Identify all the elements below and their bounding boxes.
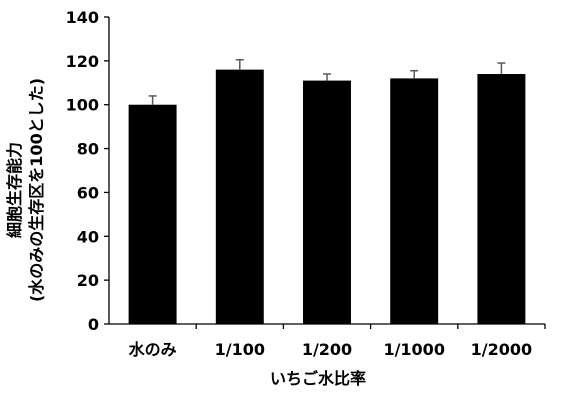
y-tick-label: 100 xyxy=(66,96,99,115)
x-tick-label: 1/100 xyxy=(215,340,265,359)
y-tick-label: 0 xyxy=(88,315,99,334)
axes xyxy=(108,17,546,329)
y-tick-label: 20 xyxy=(77,271,99,290)
bar xyxy=(303,80,351,324)
x-tick-label: 1/1000 xyxy=(383,340,445,359)
x-tick-labels: 水のみ 1/100 1/200 1/1000 1/2000 xyxy=(129,340,533,359)
y-tick-label: 60 xyxy=(77,183,99,202)
y-tick-label: 120 xyxy=(66,52,99,71)
bars xyxy=(128,69,526,325)
y-axis-title-line2: (水のみの生存区を100とした) xyxy=(27,78,46,302)
y-tick-label: 80 xyxy=(77,140,99,159)
bar xyxy=(477,74,526,324)
x-tick-label: 1/2000 xyxy=(471,340,533,359)
x-axis-title: いちご水比率 xyxy=(270,369,366,388)
y-axis-title-line1: 細胞生存能力 xyxy=(5,142,24,238)
x-tick-label: 水のみ xyxy=(129,340,177,359)
y-axis-title: 細胞生存能力 (水のみの生存区を100とした) xyxy=(5,78,46,302)
bar xyxy=(128,104,177,324)
y-tick-label: 40 xyxy=(77,227,99,246)
y-axis-ticks: 0 20 40 60 80 100 120 140 xyxy=(66,8,109,334)
y-tick-label: 140 xyxy=(66,8,99,27)
bar xyxy=(215,69,264,324)
error-bars xyxy=(148,59,506,105)
x-tick-label: 1/200 xyxy=(302,340,352,359)
bar xyxy=(390,78,439,325)
